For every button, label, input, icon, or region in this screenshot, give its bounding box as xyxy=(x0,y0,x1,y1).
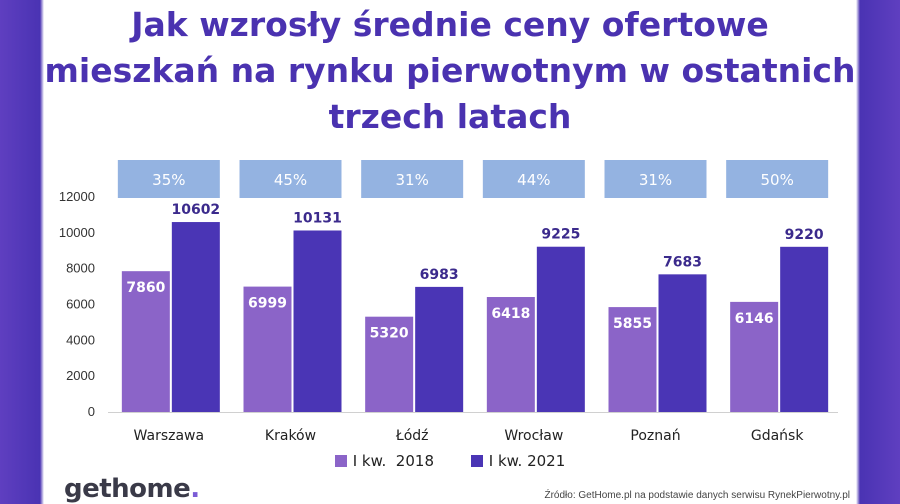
bar xyxy=(365,316,414,412)
growth-label: 31% xyxy=(395,171,428,189)
growth-label: 31% xyxy=(639,171,672,189)
bar-value-label: 9220 xyxy=(785,227,824,243)
bar xyxy=(293,230,342,412)
category-label: Gdańsk xyxy=(751,428,804,444)
bar-value-label: 9225 xyxy=(541,227,580,243)
category-label: Warszawa xyxy=(134,428,205,444)
legend-swatch-2018 xyxy=(334,455,347,467)
legend-item-2018: I kw. 2018 xyxy=(334,452,434,470)
category-label: Wrocław xyxy=(504,428,563,444)
y-tick-label: 4000 xyxy=(66,332,95,347)
bar xyxy=(730,301,779,412)
growth-label: 44% xyxy=(517,171,550,189)
bar-value-label: 5855 xyxy=(613,316,652,332)
legend-swatch-2021 xyxy=(470,455,483,467)
y-tick-label: 8000 xyxy=(66,261,95,276)
category-label: Łódź xyxy=(395,428,429,444)
bar xyxy=(658,274,707,412)
bar xyxy=(780,246,829,412)
bar-value-label: 6146 xyxy=(735,311,774,327)
legend-label-2018: I kw. 2018 xyxy=(352,452,434,470)
bar-value-label: 7683 xyxy=(663,254,702,270)
legend-label-2021: I kw. 2021 xyxy=(488,452,566,470)
growth-label: 35% xyxy=(152,171,185,189)
legend-item-2021: I kw. 2021 xyxy=(470,452,566,470)
category-label: Poznań xyxy=(630,428,680,444)
growth-box xyxy=(239,160,342,198)
gethome-logo: gethome. xyxy=(64,474,200,504)
y-tick-label: 10000 xyxy=(59,225,95,240)
growth-box xyxy=(117,160,220,198)
growth-box xyxy=(361,160,464,198)
growth-box xyxy=(482,160,585,198)
bar xyxy=(243,286,292,412)
bar xyxy=(415,286,464,412)
bar xyxy=(486,297,535,412)
bar-value-label: 10602 xyxy=(171,202,220,218)
chart-title: Jak wzrosły średnie ceny ofertowe mieszk… xyxy=(44,5,856,136)
legend: I kw. 2018 I kw. 2021 xyxy=(0,452,900,470)
bar-value-label: 6983 xyxy=(420,267,459,283)
source-note: Źródło: GetHome.pl na podstawie danych s… xyxy=(544,490,850,501)
bar-value-label: 10131 xyxy=(293,210,342,226)
bar xyxy=(536,246,585,412)
bar-value-label: 5320 xyxy=(370,326,409,342)
y-tick-label: 0 xyxy=(88,404,95,419)
bar-value-label: 6418 xyxy=(491,306,530,322)
bar-value-label: 6999 xyxy=(248,296,287,312)
growth-label: 45% xyxy=(274,171,307,189)
growth-label: 50% xyxy=(760,171,793,189)
y-tick-label: 12000 xyxy=(59,189,95,204)
bar xyxy=(121,271,170,412)
bar xyxy=(171,222,220,412)
category-label: Kraków xyxy=(265,428,316,444)
bar-value-label: 7860 xyxy=(126,280,165,296)
bar xyxy=(608,307,657,412)
y-tick-label: 6000 xyxy=(66,297,95,312)
y-tick-label: 2000 xyxy=(66,368,95,383)
growth-box xyxy=(726,160,829,198)
growth-box xyxy=(604,160,707,198)
